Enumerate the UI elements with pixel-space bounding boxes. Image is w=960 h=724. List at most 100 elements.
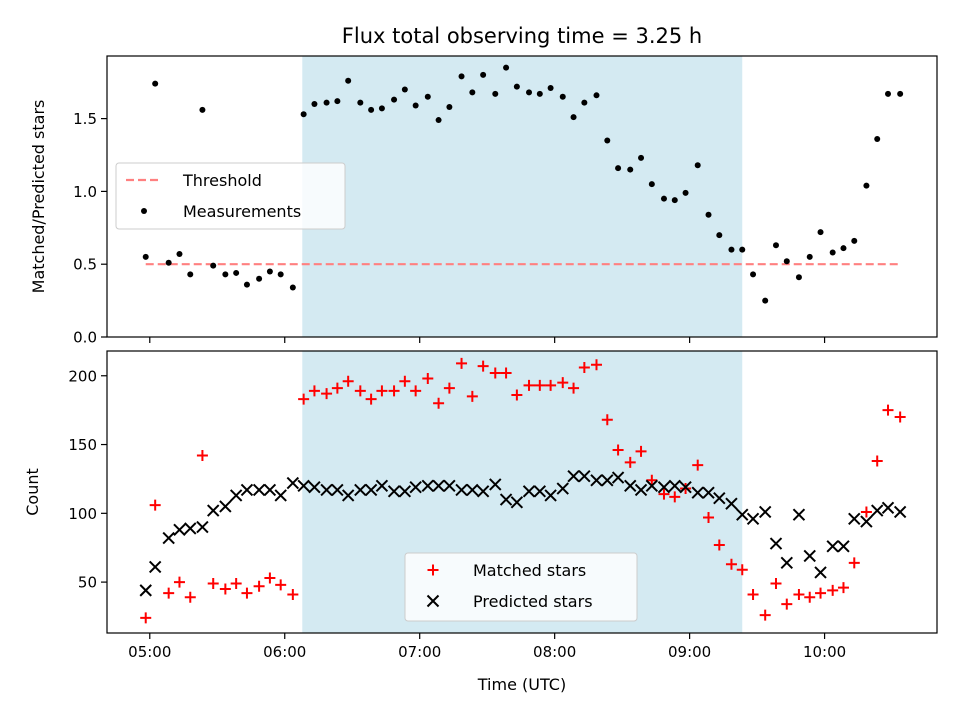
measurement-point	[152, 80, 159, 87]
legend-matched-swatch	[427, 564, 439, 576]
predicted-star-point	[533, 485, 547, 498]
predicted-star-point	[769, 537, 783, 550]
predicted-star-point	[364, 483, 378, 497]
measurement-point	[210, 262, 217, 269]
measurement-point	[222, 271, 229, 278]
predicted-star-point	[229, 489, 243, 502]
predicted-star-point	[657, 480, 671, 494]
matched-star-point	[545, 379, 557, 391]
observing-span	[302, 56, 743, 337]
matched-star-point	[410, 385, 422, 397]
y-tick-label: 0.0	[73, 329, 97, 347]
matched-star-point	[298, 393, 310, 405]
measurement-point	[897, 90, 904, 97]
series-matched-stars	[140, 357, 906, 624]
matched-star-point	[736, 564, 748, 576]
predicted-star-point	[466, 483, 479, 497]
measurement-point	[671, 197, 678, 204]
predicted-star-point	[455, 483, 468, 497]
legend-label: Matched stars	[473, 561, 586, 580]
measurement-point	[526, 89, 533, 96]
matched-star-point	[422, 373, 434, 385]
predicted-star-point	[803, 549, 816, 563]
y-tick-label: 150	[68, 436, 97, 454]
measurement-point	[469, 89, 476, 96]
predicted-star-point	[578, 469, 591, 483]
measurement-point	[323, 99, 330, 106]
legend-measurement-swatch	[141, 208, 147, 214]
matched-star-point	[511, 389, 523, 401]
matched-star-point	[692, 459, 704, 471]
predicted-star-point	[567, 469, 580, 483]
measurement-point	[311, 101, 318, 108]
predicted-star-point	[679, 480, 692, 494]
predicted-star-point	[837, 540, 850, 553]
matched-star-point	[140, 612, 152, 624]
matched-star-point	[770, 577, 782, 589]
matched-star-point	[713, 539, 725, 551]
matched-star-point	[860, 506, 872, 518]
predicted-star-point	[645, 479, 659, 493]
predicted-star-point	[320, 483, 333, 497]
legend: Matched stars Predicted stars	[404, 552, 638, 622]
y-tick-label: 200	[68, 367, 97, 385]
predicted-star-point	[826, 540, 839, 553]
matched-star-point	[624, 456, 636, 468]
predicted-star-point	[736, 508, 749, 521]
matched-star-point	[523, 379, 535, 391]
measurement-point	[840, 245, 847, 252]
predicted-star-point	[746, 512, 760, 526]
predicted-star-point	[814, 566, 827, 579]
matched-star-point	[173, 576, 185, 588]
predicted-star-point	[556, 482, 569, 495]
plot-frame	[106, 55, 938, 338]
predicted-star-point	[893, 505, 907, 519]
measurement-point	[829, 249, 836, 256]
matched-star-point	[466, 390, 478, 402]
measurement-point	[694, 162, 701, 169]
matched-star-point	[882, 404, 894, 416]
matched-star-point	[793, 588, 805, 600]
measurement-point	[187, 271, 194, 278]
matched-star-point	[804, 591, 816, 603]
predicted-star-point	[601, 474, 614, 487]
series-measurements	[142, 64, 904, 304]
measurement-point	[851, 237, 858, 244]
x-axis-label: Time (UTC)	[477, 675, 566, 694]
matched-star-point	[456, 357, 468, 369]
matched-star-point	[489, 367, 501, 379]
predicted-star-point	[219, 500, 232, 513]
matched-star-point	[871, 455, 883, 467]
predicted-star-point	[387, 485, 401, 498]
predicted-star-point	[162, 531, 175, 545]
measurement-point	[165, 259, 172, 266]
predicted-star-point	[848, 512, 861, 526]
predicted-star-point	[725, 497, 738, 510]
matched-star-point	[230, 577, 242, 589]
predicted-star-point	[331, 483, 344, 497]
predicted-star-point	[691, 486, 704, 499]
measurement-point	[638, 154, 645, 161]
predicted-star-point	[173, 523, 186, 537]
matched-star-point	[287, 588, 299, 600]
measurement-point	[458, 73, 465, 80]
matched-star-point	[207, 577, 219, 589]
predicted-star-point	[184, 522, 197, 535]
measurement-point	[345, 77, 352, 84]
measurement-point	[289, 284, 296, 291]
matched-star-point	[399, 375, 411, 387]
matched-star-point	[342, 375, 354, 387]
matched-star-point	[184, 591, 196, 603]
matched-star-point	[747, 588, 759, 600]
matched-star-point	[827, 584, 839, 596]
measurement-point	[424, 93, 431, 100]
measurement-point	[739, 246, 746, 253]
measurement-point	[243, 281, 250, 288]
measurement-point	[435, 117, 442, 124]
matched-star-point	[590, 359, 602, 371]
predicted-star-point	[510, 496, 524, 509]
measurement-point	[806, 253, 813, 260]
predicted-star-point	[702, 486, 715, 499]
matched-star-point	[759, 609, 771, 621]
measurement-point	[604, 137, 611, 144]
